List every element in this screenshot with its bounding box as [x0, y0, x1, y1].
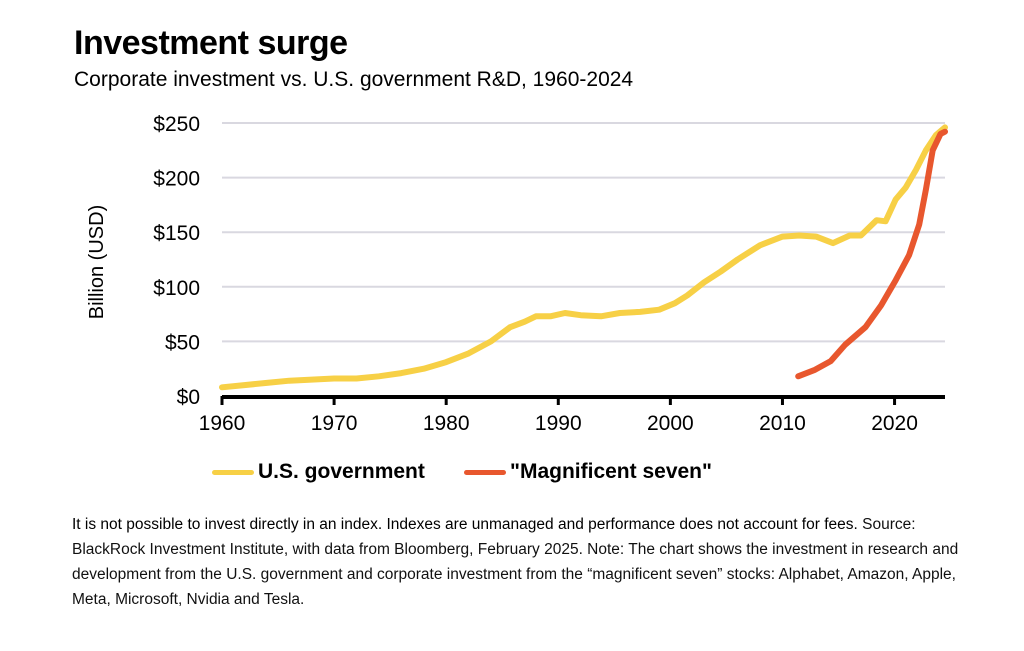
y-tick-label: $150: [153, 222, 200, 245]
x-tick-label: 2010: [759, 412, 806, 435]
legend-label: "Magnificent seven": [510, 460, 712, 483]
y-tick-label: $250: [153, 113, 200, 136]
legend: U.S. government "Magnificent seven": [0, 460, 1024, 490]
y-axis-ticks: $0 $50 $100 $150 $200 $250: [153, 113, 200, 409]
legend-item-us-government: U.S. government: [212, 460, 425, 484]
x-tick-label: 1980: [423, 412, 470, 435]
y-tick-label: $50: [165, 331, 200, 354]
x-tick-label: 1960: [199, 412, 246, 435]
legend-label: U.S. government: [258, 460, 425, 483]
source-note: Source: BlackRock Investment Institute, …: [72, 516, 959, 608]
chart-subtitle: Corporate investment vs. U.S. government…: [74, 68, 634, 91]
footnote: It is not possible to invest directly in…: [72, 512, 972, 612]
y-tick-label: $200: [153, 168, 200, 191]
legend-swatch-us-government: [212, 469, 254, 475]
x-tick-label: 2000: [647, 412, 694, 435]
x-tick-label: 1970: [311, 412, 358, 435]
x-tick-label: 2020: [871, 412, 918, 435]
y-axis-label: Billion (USD): [86, 205, 108, 319]
series-line-us-government: [219, 124, 948, 391]
gridlines: [222, 122, 945, 343]
y-tick-label: $100: [153, 277, 200, 300]
x-tick-label: 1990: [535, 412, 582, 435]
series-line-magnificent-seven: [795, 128, 948, 380]
chart-title: Investment surge: [74, 24, 348, 62]
disclaimer-text: It is not possible to invest directly in…: [72, 516, 858, 533]
x-axis: 1960 1970 1980 1990 2000 2010 2020: [199, 395, 945, 435]
series-lines: [219, 124, 948, 391]
legend-swatch-magnificent-seven: [464, 469, 506, 475]
line-chart: $0 $50 $100 $150 $200 $250 1960 1970 1980 1990 20…: [86, 113, 948, 435]
legend-item-magnificent-seven: "Magnificent seven": [464, 460, 712, 484]
y-tick-label: $0: [177, 386, 200, 409]
